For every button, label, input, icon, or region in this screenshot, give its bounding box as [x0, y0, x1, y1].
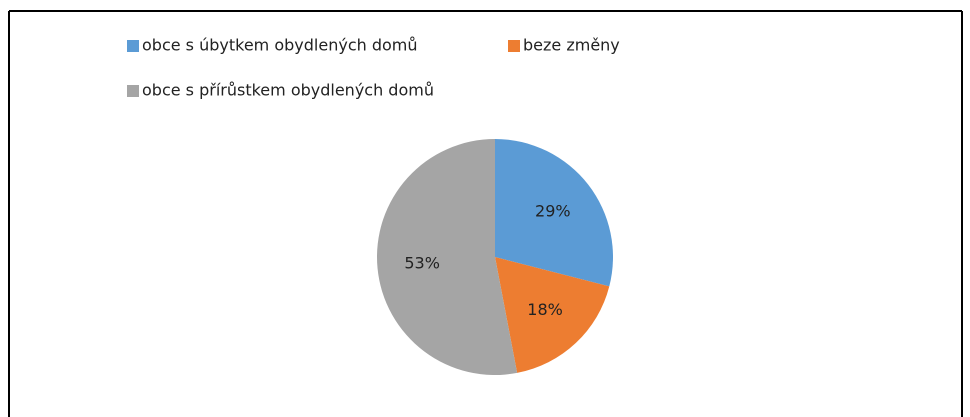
- data-label: 18%: [527, 300, 563, 319]
- legend-swatch: [127, 85, 139, 97]
- legend-swatch: [127, 40, 139, 52]
- pie-slice: [495, 257, 610, 373]
- data-label: 53%: [404, 253, 440, 272]
- pie-slice: [377, 139, 518, 375]
- legend-label: obce s přírůstkem obydlených domů: [142, 81, 434, 100]
- legend-swatch: [508, 40, 520, 52]
- data-label: 29%: [535, 202, 571, 221]
- legend-label: beze změny: [523, 36, 620, 55]
- pie-slice: [495, 139, 613, 287]
- legend-label: obce s úbytkem obydlených domů: [142, 36, 418, 55]
